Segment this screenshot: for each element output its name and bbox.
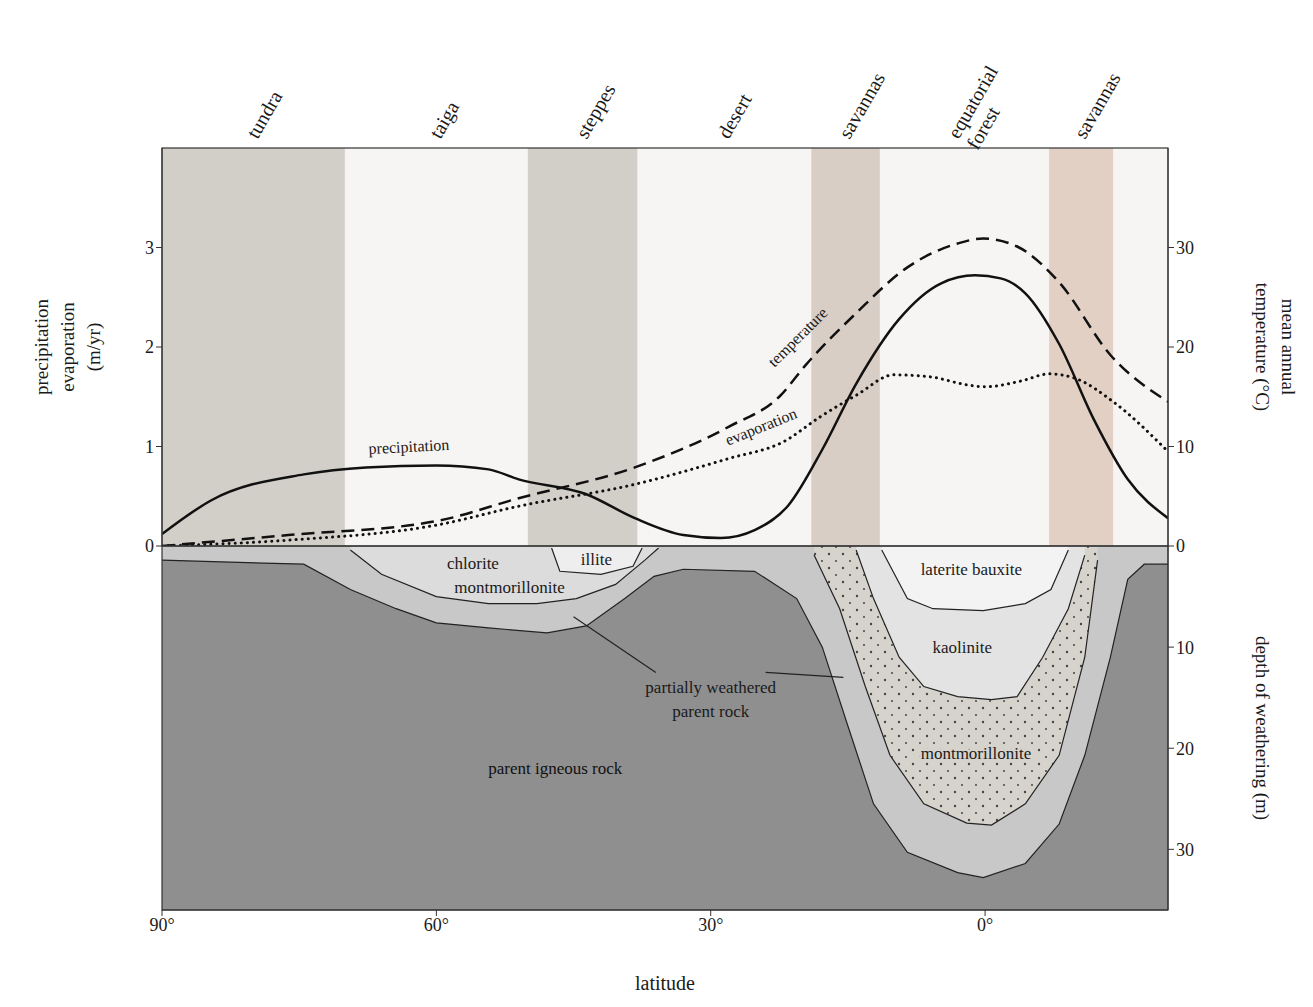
svg-text:laterite bauxite: laterite bauxite	[921, 560, 1022, 579]
svg-text:precipitation: precipitation	[31, 298, 52, 395]
svg-text:30: 30	[1176, 840, 1194, 860]
svg-text:montmorillonite: montmorillonite	[454, 578, 565, 597]
svg-text:desert: desert	[713, 89, 756, 142]
svg-text:1: 1	[145, 437, 154, 457]
svg-text:illite: illite	[581, 550, 612, 569]
svg-text:chlorite: chlorite	[447, 554, 499, 573]
svg-text:temperature: temperature	[765, 304, 832, 371]
svg-text:30°: 30°	[698, 915, 723, 935]
svg-text:90°: 90°	[149, 915, 174, 935]
svg-text:10: 10	[1176, 437, 1194, 457]
svg-text:30: 30	[1176, 238, 1194, 258]
svg-text:evaporation: evaporation	[57, 302, 78, 392]
svg-text:10: 10	[1176, 638, 1194, 658]
svg-text:montmorillonite: montmorillonite	[921, 744, 1032, 763]
svg-text:equatorialforest: equatorialforest	[943, 61, 1021, 153]
svg-text:parent rock: parent rock	[672, 702, 749, 721]
svg-text:(m/yr): (m/yr)	[83, 323, 105, 372]
svg-text:savannas: savannas	[1070, 68, 1125, 142]
svg-text:kaolinite: kaolinite	[932, 638, 991, 657]
svg-text:tundra: tundra	[242, 87, 287, 142]
svg-text:3: 3	[145, 238, 154, 258]
svg-text:evaporation: evaporation	[723, 405, 800, 450]
svg-text:20: 20	[1176, 739, 1194, 759]
svg-text:20: 20	[1176, 337, 1194, 357]
svg-text:latitude: latitude	[635, 972, 695, 994]
svg-text:0: 0	[1176, 536, 1185, 556]
svg-text:precipitation: precipitation	[368, 436, 450, 458]
svg-text:0°: 0°	[977, 915, 993, 935]
svg-text:savannas: savannas	[834, 68, 889, 142]
svg-text:2: 2	[145, 337, 154, 357]
svg-text:parent igneous rock: parent igneous rock	[488, 759, 623, 778]
svg-text:taiga: taiga	[425, 97, 464, 142]
svg-text:60°: 60°	[424, 915, 449, 935]
svg-text:steppes: steppes	[571, 80, 620, 143]
svg-text:temperature (°C): temperature (°C)	[1251, 283, 1273, 411]
svg-text:depth of weathering (m): depth of weathering (m)	[1251, 636, 1273, 820]
svg-text:partially weathered: partially weathered	[645, 678, 776, 697]
svg-text:0: 0	[145, 536, 154, 556]
svg-text:mean annual: mean annual	[1278, 299, 1299, 396]
